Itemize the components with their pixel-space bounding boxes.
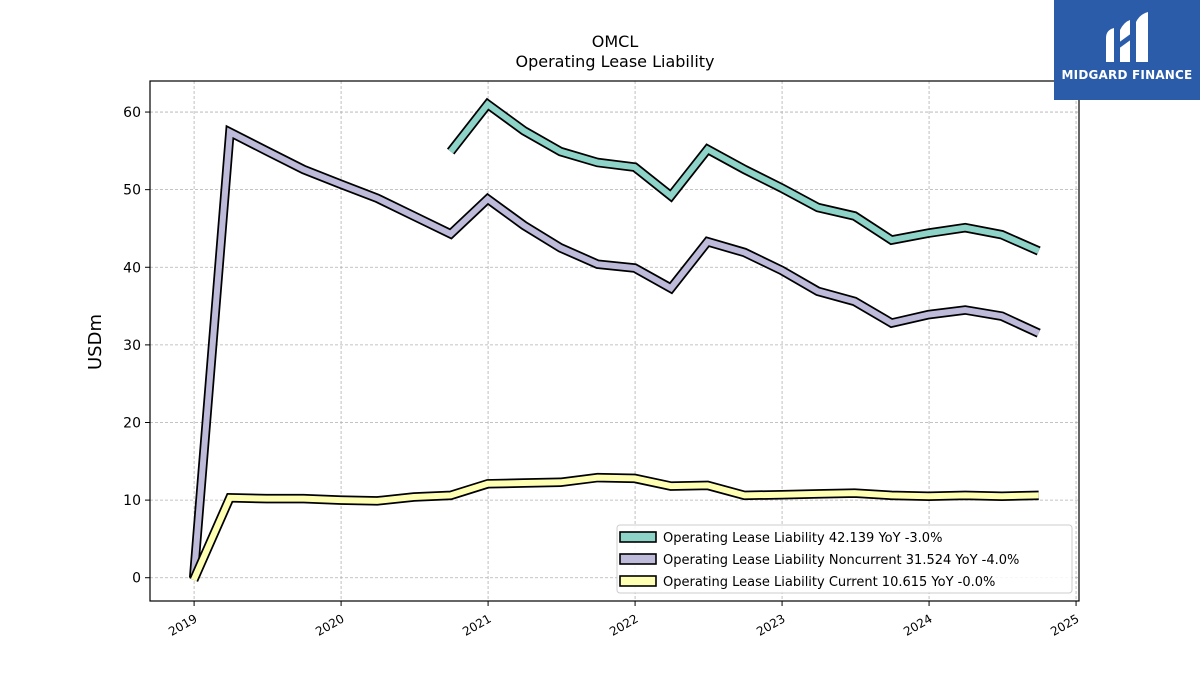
y-tick-label: 30 (123, 338, 141, 354)
y-tick-label: 20 (123, 415, 141, 431)
x-axis: 2019 2020 2021 2022 2023 2024 2025 (166, 601, 1082, 639)
x-tick-label: 2021 (460, 611, 493, 638)
brand-logo: MIDGARD FINANCE (1054, 0, 1200, 100)
y-axis: 0 10 20 30 40 50 60 (123, 105, 150, 587)
plot-frame (149, 80, 1080, 602)
y-axis-label: USDm (85, 314, 106, 370)
x-tick-label: 2022 (607, 611, 640, 638)
brand-mark-icon (1106, 12, 1148, 62)
x-tick-label: 2019 (166, 611, 199, 638)
y-tick-label: 0 (132, 571, 141, 587)
series-layer (188, 97, 1041, 582)
legend-label-1: Operating Lease Liability Noncurrent 31.… (663, 553, 1019, 568)
y-tick-label: 50 (123, 183, 141, 199)
series-line-1 (190, 127, 1040, 578)
legend: Operating Lease Liability 42.139 YoY -3.… (616, 524, 1073, 594)
legend-box (616, 524, 1073, 594)
x-tick-label: 2024 (901, 611, 934, 638)
legend-label-0: Operating Lease Liability 42.139 YoY -3.… (663, 531, 942, 546)
chart-title: OMCL (592, 32, 639, 51)
x-tick-label: 2023 (754, 611, 787, 638)
legend-swatch-2 (619, 575, 657, 587)
y-tick-label: 10 (123, 493, 141, 509)
series-outline-1 (188, 124, 1041, 579)
y-tick-label: 40 (123, 260, 141, 276)
series-line-0 (448, 100, 1040, 254)
series-line-2 (190, 474, 1039, 582)
legend-swatch-0 (619, 531, 657, 543)
y-tick-label: 60 (123, 105, 141, 121)
x-tick-label: 2025 (1048, 611, 1081, 638)
legend-swatch-1 (619, 553, 657, 565)
chart-subtitle: Operating Lease Liability (515, 52, 714, 71)
legend-label-2: Operating Lease Liability Current 10.615… (663, 575, 995, 590)
x-tick-label: 2020 (313, 611, 346, 638)
brand-name: MIDGARD FINANCE (1061, 68, 1193, 82)
